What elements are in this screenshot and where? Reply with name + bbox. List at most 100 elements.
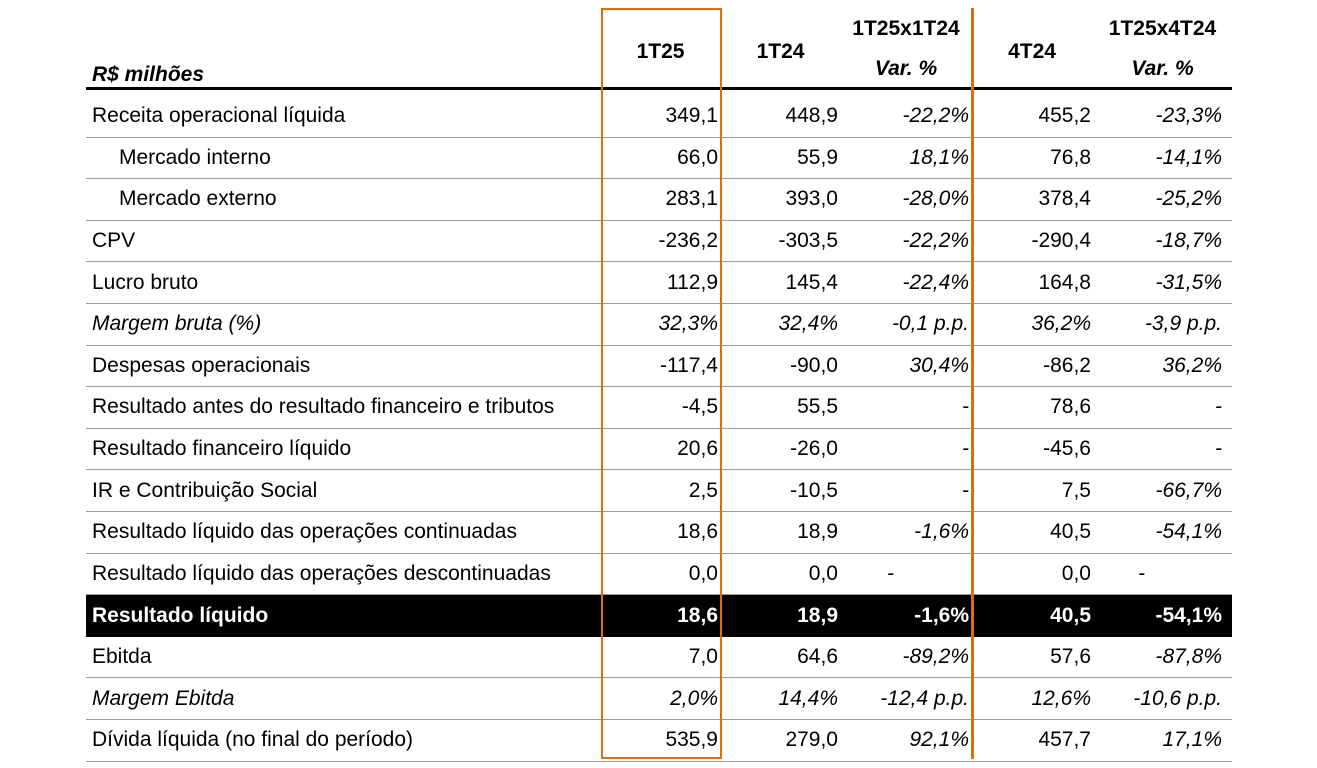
- row-label: Resultado líquido das operações desconti…: [92, 561, 551, 585]
- value-4t24: -86,2: [1043, 353, 1091, 377]
- table-row: Receita operacional líquida 349,1 448,9 -22…: [86, 96, 1232, 138]
- row-label: Mercado externo: [119, 187, 277, 211]
- value-1t24: -303,5: [778, 229, 838, 253]
- value-1t24: -26,0: [790, 437, 838, 461]
- row-label: Receita operacional líquida: [92, 104, 346, 128]
- value-4t24: 78,6: [1050, 395, 1091, 419]
- var-1t25x4t24: -54,1%: [1155, 603, 1222, 627]
- var-1t25x1t24: 18,1%: [909, 145, 969, 169]
- value-1t25: -117,4: [660, 353, 718, 377]
- value-1t24: 32,4%: [778, 312, 838, 336]
- var-1t25x1t24: -0,1 p.p.: [891, 312, 969, 336]
- table-row: Dívida líquida (no final do período) 535,…: [86, 720, 1232, 762]
- value-4t24: 40,5: [1050, 520, 1091, 544]
- var-1t25x1t24: -: [962, 478, 969, 502]
- header-4t24: 4T24: [1008, 40, 1056, 63]
- var-1t25x1t24: -22,2%: [902, 229, 969, 253]
- value-4t24: 457,7: [1038, 728, 1091, 752]
- value-1t25: -236,2: [658, 229, 718, 253]
- var-1t25x4t24: -14,1%: [1155, 145, 1222, 169]
- value-1t24: 55,9: [797, 145, 838, 169]
- header-rule: [86, 87, 1232, 90]
- table-row: Lucro bruto 112,9 145,4 -22,4% 164,8 -31,5%: [86, 262, 1232, 304]
- value-4t24: 12,6%: [1031, 686, 1091, 710]
- value-1t25: 2,5: [688, 478, 718, 502]
- var-1t25x4t24: -87,8%: [1155, 645, 1222, 669]
- row-label: Resultado líquido: [92, 603, 269, 627]
- table-row: Resultado antes do resultado financeiro …: [86, 387, 1232, 429]
- value-1t25: -4,5: [681, 395, 718, 419]
- var-1t25x4t24: -31,5%: [1155, 270, 1222, 294]
- value-1t24: 448,9: [785, 104, 838, 128]
- value-4t24: 0,0: [1061, 561, 1091, 585]
- row-label: Resultado antes do resultado financeiro …: [92, 395, 555, 419]
- var-1t25x4t24: -66,7%: [1155, 478, 1222, 502]
- unit-label: R$ milhões: [92, 63, 205, 86]
- value-1t24: 393,0: [785, 187, 838, 211]
- row-label: Resultado financeiro líquido: [92, 437, 352, 461]
- var-1t25x4t24: 36,2%: [1162, 353, 1222, 377]
- row-label: Lucro bruto: [92, 270, 199, 294]
- table-row: Despesas operacionais -117,4 -90,0 30,4% -86…: [86, 346, 1232, 388]
- value-1t24: 18,9: [797, 520, 838, 544]
- value-1t25: 18,6: [677, 603, 718, 627]
- value-1t25: 349,1: [665, 104, 718, 128]
- row-label: Margem bruta (%): [92, 312, 262, 336]
- row-label: Resultado líquido das operações continua…: [92, 520, 517, 544]
- var-1t25x1t24: -12,4 p.p.: [880, 686, 969, 710]
- value-4t24: 164,8: [1038, 270, 1091, 294]
- table-row: Resultado líquido das operações desconti…: [86, 554, 1232, 596]
- value-4t24: 40,5: [1050, 603, 1091, 627]
- table-row: Resultado financeiro líquido 20,6 -26,0 - -4…: [86, 429, 1232, 471]
- value-4t24: 57,6: [1050, 645, 1091, 669]
- value-4t24: -290,4: [1031, 229, 1091, 253]
- row-label: Dívida líquida (no final do período): [92, 728, 414, 752]
- period-separator-line: [971, 8, 974, 759]
- header-var2-label: Var. %: [1131, 57, 1194, 80]
- header-var2-period: 1T25x4T24: [1108, 17, 1217, 40]
- var-1t25x1t24: -22,2%: [902, 104, 969, 128]
- var-1t25x1t24: -89,2%: [902, 645, 969, 669]
- header-var1-period: 1T25x1T24: [852, 17, 960, 40]
- value-1t25: 18,6: [677, 520, 718, 544]
- row-label: Margem Ebitda: [92, 686, 235, 710]
- value-1t24: 18,9: [797, 603, 838, 627]
- value-1t24: 279,0: [785, 728, 838, 752]
- var-1t25x1t24: 92,1%: [909, 728, 969, 752]
- var-1t25x1t24: 30,4%: [909, 353, 969, 377]
- var-1t25x4t24: -: [1215, 437, 1222, 461]
- var-1t25x4t24: -: [1138, 561, 1145, 585]
- row-label: CPV: [92, 229, 136, 253]
- row-label: Despesas operacionais: [92, 353, 311, 377]
- value-1t25: 20,6: [677, 437, 718, 461]
- var-1t25x1t24: -: [887, 561, 894, 585]
- value-1t24: -90,0: [790, 353, 838, 377]
- table-row: Ebitda 7,0 64,6 -89,2% 57,6 -87,8%: [86, 637, 1232, 679]
- var-1t25x4t24: -18,7%: [1155, 229, 1222, 253]
- table-row: IR e Contribuição Social 2,5 -10,5 - 7,5 -66,…: [86, 470, 1232, 512]
- var-1t25x4t24: -10,6 p.p.: [1133, 686, 1222, 710]
- value-1t25: 32,3%: [658, 312, 718, 336]
- value-1t24: 64,6: [797, 645, 838, 669]
- value-1t25: 283,1: [665, 187, 718, 211]
- value-1t25: 7,0: [688, 645, 718, 669]
- value-1t25: 66,0: [677, 145, 718, 169]
- value-4t24: 455,2: [1038, 104, 1091, 128]
- var-1t25x1t24: -: [962, 437, 969, 461]
- value-4t24: 378,4: [1038, 187, 1091, 211]
- var-1t25x1t24: -: [962, 395, 969, 419]
- value-1t25: 112,9: [667, 270, 718, 294]
- table-row: Margem Ebitda 2,0% 14,4% -12,4 p.p. 12,6% -10…: [86, 678, 1232, 720]
- header-var1-label: Var. %: [874, 57, 938, 80]
- header-1t25: 1T25: [636, 40, 685, 63]
- var-1t25x1t24: -1,6%: [914, 603, 969, 627]
- row-label: Ebitda: [92, 645, 152, 669]
- highlight-1t25-column: [601, 8, 722, 759]
- value-1t25: 0,0: [688, 561, 718, 585]
- table-row: Mercado interno 66,0 55,9 18,1% 76,8 -14,1%: [86, 138, 1232, 180]
- var-1t25x4t24: -: [1215, 395, 1222, 419]
- value-4t24: 76,8: [1050, 145, 1091, 169]
- var-1t25x4t24: 17,1%: [1162, 728, 1222, 752]
- var-1t25x4t24: -3,9 p.p.: [1144, 312, 1222, 336]
- value-4t24: 36,2%: [1031, 312, 1091, 336]
